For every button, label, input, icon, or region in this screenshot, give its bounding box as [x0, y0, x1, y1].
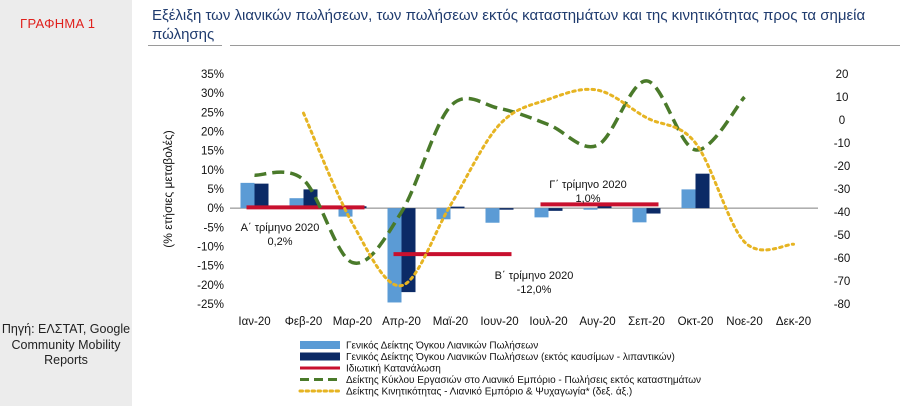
y-tick-label: 20%	[201, 127, 224, 139]
y2-tick-label: -40	[834, 207, 851, 219]
bar-retail-volume	[583, 208, 598, 210]
x-tick-label: Μαϊ-20	[433, 316, 468, 328]
annotation-value: 1,0%	[575, 193, 600, 205]
annotation-label: Α΄ τρίμηνο 2020	[241, 222, 320, 234]
x-tick-label: Δεκ-20	[776, 316, 811, 328]
y-tick-label: 30%	[201, 88, 224, 100]
x-tick-label: Φεβ-20	[285, 316, 323, 328]
y2-tick-label: -60	[834, 253, 851, 265]
y-tick-label: -10%	[197, 242, 224, 254]
y-tick-label: 35%	[201, 69, 224, 81]
bar-retail-volume-ex-fuel	[401, 208, 416, 293]
bar-retail-volume	[485, 208, 500, 223]
bar-retail-volume	[632, 208, 647, 223]
annotation-label: Β΄ τρίμηνο 2020	[495, 270, 574, 282]
chart-title: Εξέλιξη των λιανικών πωλήσεων, των πωλήσ…	[152, 7, 866, 43]
y-tick-label: -25%	[197, 299, 224, 311]
title-divider	[148, 45, 900, 53]
y-tick-label: 0%	[207, 203, 224, 215]
bar-retail-volume	[681, 189, 696, 209]
y-axis-label: (% ετήσιες μεταβολές)	[161, 130, 175, 248]
bar-retail-volume-ex-fuel	[646, 208, 661, 214]
left-panel: ΓΡΑΦΗΜΑ 1 Πηγή: ΕΛΣΤΑΤ, Google Community…	[0, 0, 132, 406]
annotation-value: -12,0%	[517, 284, 552, 296]
bar-retail-volume	[436, 208, 451, 220]
bar-retail-volume	[534, 208, 549, 218]
legend-swatch	[300, 341, 340, 349]
bar-retail-volume	[338, 208, 353, 217]
y2-tick-label: -30	[834, 184, 851, 196]
source-note: Πηγή: ΕΛΣΤΑΤ, Google Community Mobility …	[1, 322, 131, 367]
x-tick-label: Μαρ-20	[333, 316, 372, 328]
bar-retail-volume-ex-fuel	[450, 206, 465, 209]
y-tick-label: 5%	[207, 184, 224, 196]
bar-retail-volume-ex-fuel	[548, 208, 563, 211]
bar-retail-volume	[289, 198, 304, 209]
y2-tick-label: -80	[834, 299, 851, 311]
y2-tick-label: 0	[839, 115, 845, 127]
legend-swatch	[300, 352, 340, 361]
y2-tick-label: -20	[834, 161, 851, 173]
bar-retail-volume	[240, 182, 255, 209]
legend-label: Γενικός Δείκτης Όγκου Λιανικών Πωλήσεων …	[346, 351, 675, 363]
annotation-value: 0,2%	[267, 236, 292, 248]
legend-label: Γενικός Δείκτης Όγκου Λιανικών Πωλήσεων	[346, 340, 538, 352]
x-tick-label: Ιουν-20	[480, 316, 518, 328]
x-tick-label: Σεπ-20	[628, 316, 665, 328]
y2-tick-label: 20	[836, 69, 849, 81]
x-tick-label: Νοε-20	[726, 316, 762, 328]
bar-retail-volume-ex-fuel	[499, 208, 514, 210]
annotation-label: Γ΄ τρίμηνο 2020	[549, 179, 626, 191]
x-tick-label: Απρ-20	[382, 316, 421, 328]
bar-retail-volume-ex-fuel	[254, 183, 269, 209]
y-tick-label: -5%	[204, 222, 224, 234]
legend-label: Ιδιωτική Κατανάλωση	[346, 363, 441, 375]
figure-label: ΓΡΑΦΗΜΑ 1	[20, 16, 96, 31]
y2-tick-label: -10	[834, 138, 851, 150]
x-tick-label: Ιουλ-20	[529, 316, 567, 328]
mobility-index-line	[302, 87, 795, 288]
out-of-store-sales-line	[254, 79, 746, 265]
y-tick-label: -15%	[197, 261, 224, 273]
legend-label: Δείκτης Κύκλου Εργασιών στο Λιανικό Εμπό…	[346, 374, 701, 386]
bar-retail-volume-ex-fuel	[303, 189, 318, 209]
legend-label: Δείκτης Κινητικότητας - Λιανικό Εμπόριο …	[346, 386, 632, 398]
y2-tick-label: 10	[836, 92, 849, 104]
y2-tick-label: -70	[834, 276, 851, 288]
y-tick-label: 10%	[201, 165, 224, 177]
x-tick-label: Ιαν-20	[238, 316, 270, 328]
y2-tick-label: -50	[834, 230, 851, 242]
x-tick-label: Οκτ-20	[678, 316, 714, 328]
x-tick-label: Αυγ-20	[579, 316, 615, 328]
y-tick-label: 15%	[201, 146, 224, 158]
y-tick-label: -20%	[197, 280, 224, 292]
chart-area: 35% 30% 25% 20% 15% 10% 5% 0% -5% -10% -15% -20% -25…	[161, 69, 851, 398]
bar-retail-volume-ex-fuel	[695, 173, 710, 209]
y-tick-label: 25%	[201, 107, 224, 119]
